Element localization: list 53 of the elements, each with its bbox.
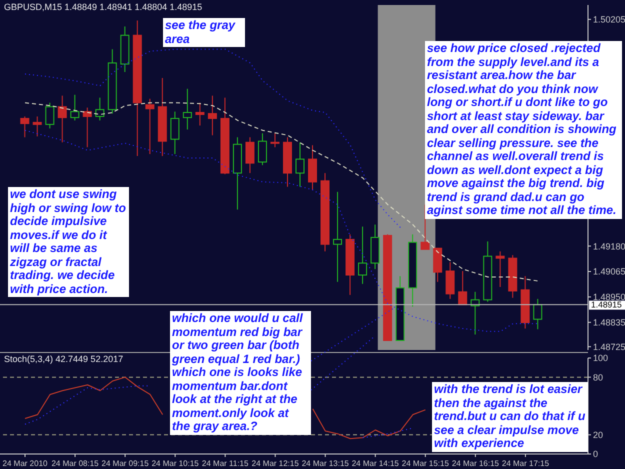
text: which one would u call momentum red big bar or two green bar (both green equal 1 red bar.) which one is looks like momentum bar.dont look at the right at the moment.only look at the gray area.? xyxy=(172,311,303,433)
candlestick xyxy=(258,132,267,166)
candlestick xyxy=(95,97,104,121)
candlestick xyxy=(333,191,342,282)
x-tick-label: 24 Mar 08:15 xyxy=(51,459,100,468)
x-tick-label: 24 Mar 10:15 xyxy=(152,459,200,468)
y-tick-label: 1.50205 xyxy=(593,14,625,25)
candlestick xyxy=(308,144,318,190)
chart-title: Stoch(5,3,4) 42.7449 52.2017 xyxy=(4,354,124,364)
candlestick xyxy=(208,95,217,136)
x-tick-label: 24 Mar 17:15 xyxy=(502,459,550,468)
y-tick-label: 0 xyxy=(593,449,598,460)
candlestick xyxy=(433,248,442,282)
y-tick-label: 1.48725 xyxy=(593,342,625,352)
annotation: we dont use swing high or swing low to decide impulsive moves.if we do it will be same as zigzag or fractal trading. we decide with price action. xyxy=(8,187,129,297)
ref-line-label: 1.48915 xyxy=(591,300,622,310)
x-tick-label: 24 Mar 14:15 xyxy=(352,459,400,468)
x-tick-label: 24 Mar 11:15 xyxy=(202,459,250,468)
candlestick xyxy=(32,116,42,137)
candlestick xyxy=(296,142,304,188)
x-tick-label: 24 Mar 15:15 xyxy=(402,459,450,468)
candlestick xyxy=(82,107,92,148)
x-tick-label: 24 Mar 09:15 xyxy=(102,459,150,468)
chart-title: GBPUSD,M15 1.48849 1.48941 1.48804 1.48915 xyxy=(4,2,202,12)
y-tick-label: 20 xyxy=(593,430,604,440)
x-tick-label: 24 Mar 2010 xyxy=(2,459,48,468)
candlestick xyxy=(70,94,80,121)
candlestick xyxy=(496,250,505,288)
candlestick xyxy=(358,226,368,284)
candlestick xyxy=(170,111,180,155)
text: see how price closed .rejected from the supply level.and its a resistant area.how the bar closed.what do you think now long or short.if u dont like to go short at least stay sideway. bar and over all condition is showing clear selling pressure. see the channel as well.overall trend is down as well.dont expect a big move against the big trend. big trend is grand dad.u can go aginst some time not all the time. xyxy=(427,41,616,217)
y-tick-label: 1.48950 xyxy=(593,292,625,302)
candlestick xyxy=(58,95,67,143)
candlestick xyxy=(45,102,54,129)
candlestick xyxy=(446,262,455,300)
y-tick-label: 80 xyxy=(593,372,604,382)
y-tick-label: 1.49180 xyxy=(593,241,625,252)
x-tick-label: 24 Mar 12:15 xyxy=(252,459,300,468)
candlestick xyxy=(182,88,192,130)
y-tick-label: 1.48835 xyxy=(593,318,625,328)
annotation: see the gray area xyxy=(163,18,245,47)
candlestick xyxy=(145,98,154,155)
candlestick xyxy=(195,102,204,126)
x-tick-label: 24 Mar 16:15 xyxy=(452,459,500,468)
candlestick xyxy=(245,136,254,174)
candlestick xyxy=(533,298,542,330)
candlestick xyxy=(20,116,30,138)
x-tick-label: 24 Mar 13:15 xyxy=(302,459,350,468)
candlestick xyxy=(458,270,468,306)
candlestick xyxy=(270,132,280,148)
y-tick-label: 1.49065 xyxy=(593,266,625,277)
annotation: with the trend is lot easier then the against the trend.but u can do that if u see a clear impulse move with experience xyxy=(432,382,588,452)
y-tick-label: 100 xyxy=(593,353,608,364)
